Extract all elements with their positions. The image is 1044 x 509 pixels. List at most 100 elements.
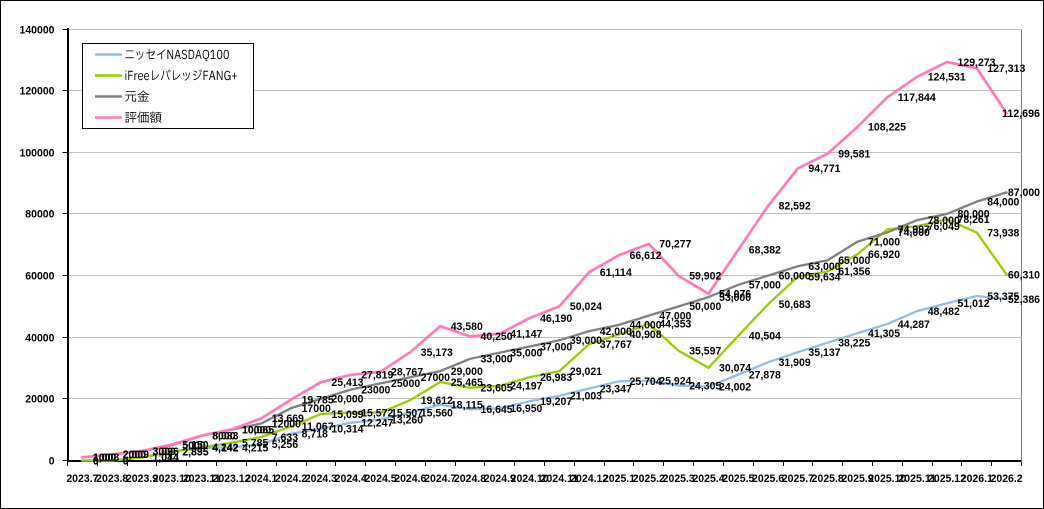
svg-text:40,908: 40,908: [630, 329, 662, 341]
svg-text:40,504: 40,504: [749, 331, 782, 343]
svg-text:19,207: 19,207: [540, 396, 572, 408]
svg-text:94,771: 94,771: [808, 163, 840, 175]
svg-text:15,572: 15,572: [361, 407, 393, 419]
svg-text:2025.1: 2025.1: [603, 473, 635, 485]
svg-text:27,878: 27,878: [749, 369, 781, 381]
svg-text:16,645: 16,645: [481, 404, 513, 416]
svg-text:2024.7: 2024.7: [424, 473, 456, 485]
svg-text:0: 0: [93, 455, 99, 467]
svg-text:23,347: 23,347: [600, 383, 632, 395]
svg-text:24,305: 24,305: [689, 380, 721, 392]
svg-text:19,785: 19,785: [302, 394, 334, 406]
svg-text:0: 0: [93, 455, 99, 467]
svg-text:2023.7: 2023.7: [66, 473, 98, 485]
svg-text:0: 0: [123, 455, 129, 467]
svg-text:29,000: 29,000: [451, 366, 483, 378]
svg-text:82,592: 82,592: [779, 201, 811, 213]
svg-text:2026.2: 2026.2: [991, 473, 1023, 485]
svg-text:10,314: 10,314: [331, 424, 364, 436]
svg-text:7,633: 7,633: [272, 432, 298, 444]
svg-text:48,482: 48,482: [928, 306, 960, 318]
svg-text:8000: 8000: [212, 431, 235, 443]
svg-text:84,000: 84,000: [987, 196, 1019, 208]
svg-text:71,000: 71,000: [868, 237, 900, 249]
svg-text:17000: 17000: [302, 403, 331, 415]
svg-text:8,718: 8,718: [302, 428, 328, 440]
svg-text:2023.12: 2023.12: [213, 473, 251, 485]
svg-text:66,612: 66,612: [630, 250, 662, 262]
svg-text:20,000: 20,000: [331, 394, 363, 406]
svg-text:5000: 5000: [182, 440, 205, 452]
svg-text:80,000: 80,000: [958, 209, 990, 221]
svg-text:5,785: 5,785: [242, 438, 268, 450]
svg-text:60,310: 60,310: [1008, 269, 1040, 281]
svg-text:47,000: 47,000: [659, 310, 691, 322]
svg-text:4,242: 4,242: [212, 442, 238, 454]
svg-text:35,597: 35,597: [689, 346, 721, 358]
svg-text:127,313: 127,313: [987, 63, 1025, 75]
svg-text:50,683: 50,683: [779, 299, 811, 311]
svg-text:87,000: 87,000: [1008, 187, 1040, 199]
svg-text:61,114: 61,114: [600, 267, 633, 279]
svg-text:60000: 60000: [25, 271, 54, 283]
svg-text:2025.9: 2025.9: [841, 473, 873, 485]
svg-text:37,767: 37,767: [600, 339, 632, 351]
svg-text:38,225: 38,225: [838, 338, 870, 350]
svg-text:2024.3: 2024.3: [305, 473, 337, 485]
svg-text:52,386: 52,386: [1008, 294, 1040, 306]
svg-text:2024.9: 2024.9: [484, 473, 516, 485]
svg-text:2025.2: 2025.2: [633, 473, 665, 485]
svg-text:19,612: 19,612: [421, 395, 453, 407]
svg-text:21,003: 21,003: [570, 391, 602, 403]
svg-text:65,000: 65,000: [838, 255, 870, 267]
svg-text:11,067: 11,067: [302, 421, 334, 433]
svg-text:78,261: 78,261: [958, 214, 990, 226]
svg-text:3000: 3000: [153, 446, 176, 458]
svg-text:3,096: 3,096: [153, 446, 179, 458]
svg-text:39,000: 39,000: [570, 335, 602, 347]
svg-text:31,909: 31,909: [779, 357, 811, 369]
svg-text:50,024: 50,024: [570, 301, 603, 313]
svg-text:2,895: 2,895: [182, 446, 208, 458]
svg-text:2,009: 2,009: [123, 449, 149, 461]
svg-text:112,696: 112,696: [1002, 108, 1040, 120]
svg-text:120000: 120000: [20, 86, 55, 98]
svg-text:53,375: 53,375: [987, 291, 1019, 303]
svg-text:24,197: 24,197: [510, 381, 542, 393]
svg-text:0: 0: [49, 456, 55, 468]
svg-text:73,938: 73,938: [987, 227, 1019, 239]
svg-text:1,014: 1,014: [153, 452, 180, 464]
svg-text:42,000: 42,000: [600, 326, 632, 338]
svg-text:35,173: 35,173: [421, 347, 453, 359]
svg-text:2024.2: 2024.2: [275, 473, 307, 485]
svg-text:59,634: 59,634: [808, 272, 841, 284]
svg-text:46,190: 46,190: [540, 313, 572, 325]
svg-text:2023.10: 2023.10: [153, 473, 191, 485]
svg-text:2023.8: 2023.8: [96, 473, 128, 485]
svg-text:18,115: 18,115: [451, 400, 483, 412]
svg-text:44,000: 44,000: [630, 320, 662, 332]
svg-text:54,076: 54,076: [719, 289, 751, 301]
svg-text:24,002: 24,002: [719, 381, 751, 393]
svg-text:44,287: 44,287: [898, 319, 930, 331]
svg-text:2024.12: 2024.12: [570, 473, 608, 485]
svg-text:99,581: 99,581: [838, 148, 870, 160]
svg-text:2,835: 2,835: [182, 447, 208, 459]
svg-text:1,044: 1,044: [153, 452, 180, 464]
svg-text:15,507: 15,507: [391, 408, 423, 420]
svg-text:74,000: 74,000: [898, 227, 930, 239]
svg-text:12,247: 12,247: [361, 418, 393, 430]
svg-text:37,000: 37,000: [540, 341, 572, 353]
svg-text:5,150: 5,150: [182, 439, 208, 451]
svg-text:80000: 80000: [25, 209, 54, 221]
svg-text:53,000: 53,000: [719, 292, 751, 304]
svg-text:40,250: 40,250: [481, 331, 513, 343]
svg-text:1000: 1000: [93, 452, 116, 464]
svg-text:2024.5: 2024.5: [364, 473, 396, 485]
svg-text:51,012: 51,012: [958, 298, 990, 310]
svg-text:43,580: 43,580: [451, 321, 483, 333]
svg-text:27000: 27000: [421, 372, 450, 384]
svg-text:35,000: 35,000: [510, 347, 542, 359]
svg-text:66,920: 66,920: [868, 249, 900, 261]
svg-text:0: 0: [123, 455, 129, 467]
